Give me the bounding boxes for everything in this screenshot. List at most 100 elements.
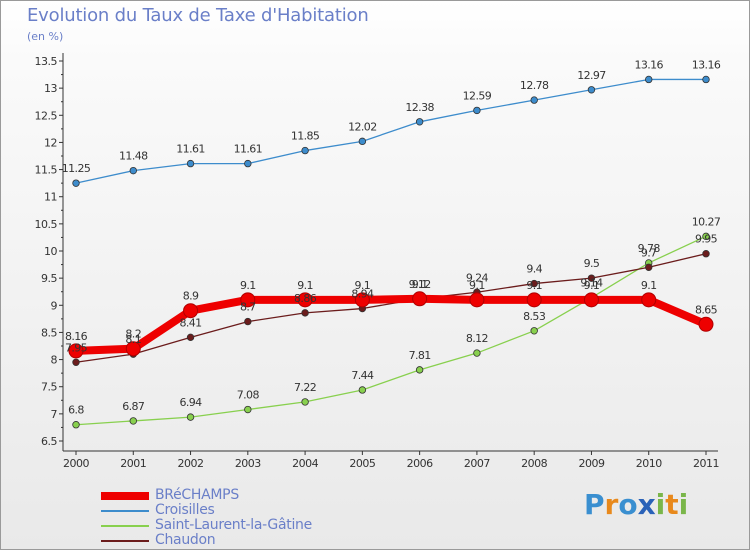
x-tick-label: 2007 <box>464 457 490 470</box>
chart-data-labels: 8.16 8.28.99.1 9.1 9.1 9.12 9.1 9.1 9.1 9.18.651… <box>62 58 722 417</box>
data-label: 7.81 <box>409 349 431 362</box>
data-label: 8.2 <box>125 328 141 341</box>
data-label: 8.1 <box>125 333 141 346</box>
data-label: 8.53 <box>523 310 546 323</box>
logo-letter: x <box>637 488 656 521</box>
data-label: 9.95 <box>695 233 718 246</box>
data-label: 6.94 <box>179 396 202 409</box>
data-label: 12.78 <box>520 79 549 92</box>
data-label: 9.1 <box>355 279 371 292</box>
logo-letter: r <box>604 488 619 521</box>
data-label: 12.97 <box>577 69 606 82</box>
data-label: 8.9 <box>183 290 199 303</box>
data-label: 11.25 <box>62 162 91 175</box>
data-label: 11.48 <box>119 150 148 163</box>
data-point <box>530 96 538 104</box>
x-tick-label: 2003 <box>235 457 261 470</box>
logo-letter: t <box>665 488 679 521</box>
legend-swatch <box>101 525 149 527</box>
data-label: 13.16 <box>692 58 721 71</box>
data-label: 11.61 <box>234 143 263 156</box>
data-point <box>297 292 313 308</box>
y-tick-label: 9.5 <box>41 272 57 285</box>
series-line-croisilles <box>75 78 707 184</box>
x-tick-label: 2010 <box>636 457 662 470</box>
logo-letter: i <box>678 488 689 521</box>
data-point <box>702 232 710 241</box>
data-label: 9.1 <box>469 279 485 292</box>
data-point <box>473 349 481 357</box>
data-point <box>301 146 309 155</box>
data-label: 8.86 <box>294 292 317 305</box>
data-point <box>72 179 80 187</box>
data-point <box>244 405 252 414</box>
data-label: 12.59 <box>463 89 492 102</box>
data-label: 6.8 <box>68 404 84 417</box>
data-label: 9.1 <box>240 279 256 292</box>
data-label: 9.1 <box>412 278 428 291</box>
x-tick-label: 2009 <box>578 457 604 470</box>
y-tick-label: 13.5 <box>35 55 58 68</box>
data-label: 9.12 <box>409 278 431 291</box>
x-tick-label: 2008 <box>521 457 547 470</box>
data-label: 9.7 <box>641 246 657 259</box>
legend-swatch <box>101 492 149 500</box>
data-point <box>530 327 538 335</box>
data-label: 9.4 <box>526 263 542 276</box>
x-tick-label: 2000 <box>63 457 89 470</box>
data-label: 8.41 <box>179 316 201 329</box>
data-point <box>412 291 428 307</box>
legend-label: Croisilles <box>155 502 215 518</box>
data-point <box>186 413 195 421</box>
data-label: 9.1 <box>584 279 600 292</box>
chart-series <box>68 75 714 429</box>
x-tick-label: 2005 <box>349 457 375 470</box>
x-tick-label: 2001 <box>120 457 146 470</box>
legend-label: BRéCHAMPS <box>155 487 239 503</box>
chart-axes: 6.5 7 7.5 8 8.5 9 9.5 10 10.5 11 11.5 12 12.5 13 13.5 2… <box>35 53 720 470</box>
y-tick-label: 11.5 <box>35 164 58 177</box>
chart-title: Evolution du Taux de Taxe d'Habitation <box>27 5 369 26</box>
data-label: 7.44 <box>351 369 374 382</box>
legend-label: Saint-Laurent-la-Gâtine <box>155 517 312 533</box>
data-point <box>354 292 370 308</box>
data-point <box>186 159 195 168</box>
y-tick-label: 6.5 <box>41 435 57 448</box>
x-tick-label: 2006 <box>407 457 433 470</box>
logo-letter: o <box>618 488 638 521</box>
y-tick-label: 8 <box>51 354 58 367</box>
y-tick-label: 10.5 <box>35 218 58 231</box>
legend-swatch <box>101 510 149 512</box>
data-point <box>473 106 481 115</box>
y-tick-label: 12.5 <box>35 109 58 122</box>
y-tick-label: 7 <box>51 408 58 421</box>
data-point <box>587 274 596 282</box>
y-tick-label: 8.5 <box>41 326 57 339</box>
data-point <box>645 75 653 84</box>
data-label: 6.87 <box>122 400 145 413</box>
data-label: 9.1 <box>526 279 542 292</box>
data-label: 8.12 <box>466 332 488 345</box>
data-point <box>125 341 141 357</box>
chart-subtitle: (en %) <box>27 30 64 43</box>
data-label: 7.22 <box>294 381 316 394</box>
data-point <box>641 292 657 308</box>
data-label: 11.85 <box>291 130 320 143</box>
data-label: 9.1 <box>641 279 657 292</box>
y-tick-label: 10 <box>44 245 57 258</box>
x-tick-label: 2011 <box>693 457 719 470</box>
data-label: 8.16 <box>65 330 88 343</box>
data-label: 12.02 <box>348 120 377 133</box>
series-line-saint-laurent-la-gatine <box>75 235 707 426</box>
data-label: 9.1 <box>297 279 313 292</box>
data-label: 9.24 <box>466 271 489 284</box>
data-point <box>244 159 252 168</box>
data-point <box>526 292 542 308</box>
series-line-brechamps <box>72 294 710 355</box>
data-label: 10.27 <box>692 215 721 228</box>
x-tick-label: 2004 <box>292 457 318 470</box>
data-point <box>68 343 84 359</box>
data-label: 8.94 <box>351 288 374 301</box>
legend-swatch <box>101 540 149 542</box>
